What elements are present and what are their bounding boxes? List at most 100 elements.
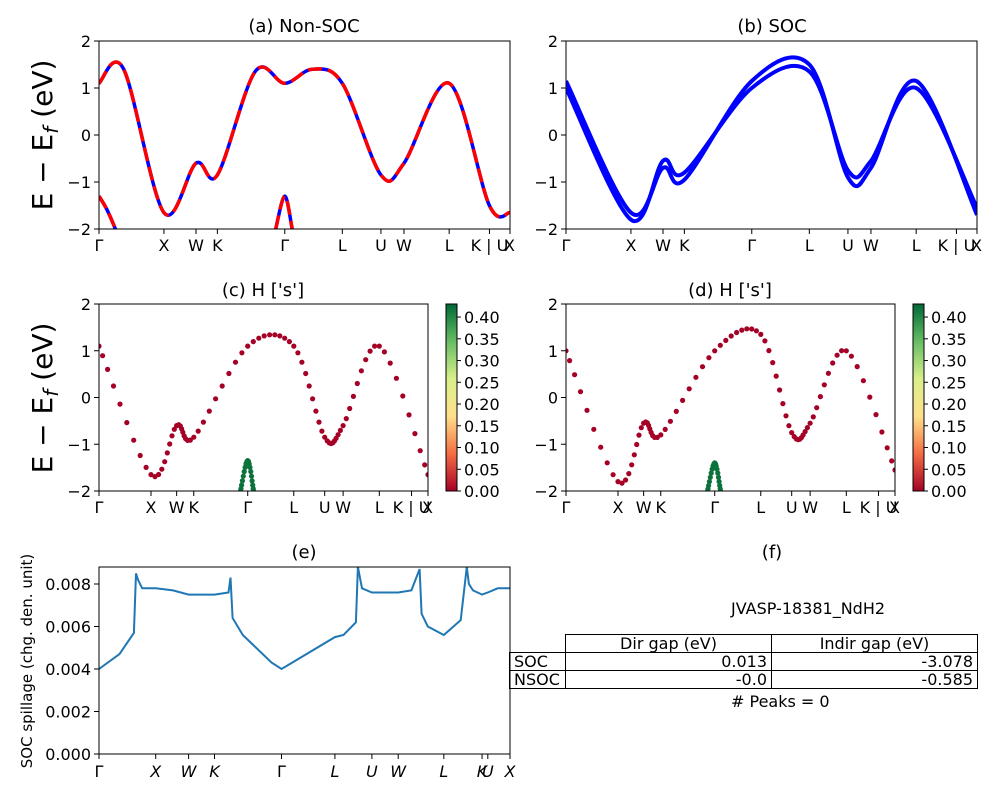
colorbar-c-tick-label: 0.00 bbox=[464, 482, 500, 501]
panel-c-frame bbox=[98, 303, 429, 492]
panel-c-ytick-label: 1 bbox=[81, 342, 91, 361]
panel-c-point bbox=[226, 370, 232, 377]
panel-d-point bbox=[789, 430, 795, 436]
panel-d-point bbox=[867, 394, 873, 400]
panel-d-point bbox=[717, 342, 723, 348]
panel-d-point bbox=[718, 488, 724, 491]
colorbar-c bbox=[445, 303, 458, 492]
panel-d-point bbox=[577, 389, 584, 395]
panel-d-xtick-label: U bbox=[786, 498, 798, 517]
panel-a-xtick-label: Γ bbox=[280, 236, 289, 255]
panel-d-point bbox=[873, 412, 879, 418]
panel-d-point bbox=[854, 364, 860, 370]
panel-c-point bbox=[286, 339, 292, 345]
panel-e-xtick-label: X bbox=[504, 762, 517, 781]
panel-e-xtick-label: Γ bbox=[95, 762, 104, 781]
header-indir-gap: Indir gap (eV) bbox=[771, 634, 978, 653]
panel-d-point bbox=[749, 326, 755, 332]
panel-d-xtick-label: L bbox=[756, 498, 765, 517]
panel-d-point bbox=[777, 387, 783, 393]
panel-d-point bbox=[623, 477, 629, 483]
panel-c-xtick-label: Γ bbox=[95, 498, 104, 517]
panel-d-xtick-label: X bbox=[612, 498, 623, 517]
panel-c-points bbox=[99, 332, 428, 491]
panel-d-point bbox=[626, 471, 632, 477]
panel-c-xtick-label: K bbox=[189, 498, 200, 517]
panel-d-point bbox=[834, 352, 840, 358]
panel-c-point bbox=[100, 353, 106, 359]
panel-a-ytick-label: 1 bbox=[81, 79, 91, 98]
panel-e-xtick-label: Γ bbox=[277, 762, 286, 781]
panel-c-point bbox=[340, 423, 346, 429]
panel-c-point bbox=[143, 464, 149, 470]
spillage-ylabel: SOC spillage (chg. den. unit) bbox=[18, 554, 36, 769]
panel-d-point bbox=[780, 401, 786, 407]
panel-c-point bbox=[310, 396, 316, 402]
panel-c-xtick-label: L bbox=[375, 498, 384, 517]
nsoc-indir-gap: -0.585 bbox=[771, 670, 978, 689]
panel-d-point bbox=[629, 462, 635, 468]
panel-b-ytick-label: 2 bbox=[548, 32, 558, 51]
panel-d-point bbox=[638, 425, 644, 431]
panel-d-point bbox=[604, 460, 610, 466]
panel-c-point bbox=[299, 359, 305, 365]
table-row: SOC 0.013 -3.078 bbox=[509, 652, 978, 671]
panel-d-point bbox=[591, 426, 597, 432]
panel-d-ytick-label: 0 bbox=[548, 389, 558, 408]
panel-d-point bbox=[830, 360, 836, 366]
panel-d-point bbox=[715, 474, 722, 480]
panel-c-point bbox=[337, 427, 343, 433]
panel-d-point bbox=[706, 479, 713, 485]
nonsoc-band-red bbox=[99, 60, 510, 219]
panel-d-point bbox=[631, 452, 637, 458]
panel-d-frame bbox=[565, 303, 896, 492]
panel-c-point bbox=[105, 366, 111, 372]
panel-a-frame bbox=[98, 40, 511, 230]
panel-b-xtick-label: X bbox=[625, 236, 636, 255]
panel-e-xtick-label: X bbox=[149, 762, 162, 781]
panel-a-xtick-label: K | U bbox=[471, 236, 509, 255]
panel-b-xtick-label: W bbox=[863, 236, 879, 255]
panel-c-point bbox=[239, 350, 245, 356]
panel-d-point bbox=[572, 372, 578, 378]
panel-a-xtick-label: W bbox=[188, 236, 204, 255]
panel-b-xtick-label: Γ bbox=[747, 236, 756, 255]
panel-c-ytick-label: 0 bbox=[81, 389, 91, 408]
colorbar-d-tick-label: 0.15 bbox=[931, 417, 967, 436]
panel-b-xtick-label: L bbox=[912, 236, 921, 255]
panel-d-point bbox=[634, 441, 640, 448]
panel-e-title: (e) bbox=[291, 542, 316, 563]
panel-c-point bbox=[367, 348, 373, 354]
panel-c-point bbox=[200, 419, 206, 425]
panel-d-point bbox=[889, 458, 895, 464]
panel-c-point bbox=[319, 428, 325, 434]
panel-d-point bbox=[680, 397, 686, 403]
panel-c-point bbox=[156, 471, 162, 478]
panel-e-xtick-label: K bbox=[209, 762, 221, 781]
panel-c-xtick-label: K | U bbox=[393, 498, 431, 517]
panel-d-point bbox=[615, 479, 621, 485]
panel-d-point bbox=[716, 479, 722, 485]
panel-e-ytick-label: 0.000 bbox=[45, 745, 91, 764]
panel-a-xtick-label: W bbox=[396, 236, 412, 255]
panel-c-ytick-label: −1 bbox=[67, 435, 91, 454]
panel-d-point bbox=[810, 414, 816, 420]
panel-c-xtick-label: W bbox=[169, 498, 185, 517]
panel-d-point bbox=[770, 360, 776, 366]
panel-c-point bbox=[381, 349, 387, 355]
panel-d-point bbox=[773, 373, 779, 379]
panel-c-point bbox=[99, 343, 102, 349]
panel-c-point bbox=[393, 375, 399, 381]
panel-c-point bbox=[117, 401, 123, 407]
panel-e-xtick-label: L bbox=[439, 762, 448, 781]
panel-d-point bbox=[673, 408, 679, 414]
panel-c-point bbox=[187, 437, 193, 443]
nonsoc-band-blue bbox=[99, 60, 510, 219]
panel-b-ytick-label: 0 bbox=[548, 126, 558, 145]
panel-c-point bbox=[261, 333, 267, 339]
panel-d-point bbox=[860, 378, 867, 384]
panel-d-point bbox=[825, 370, 832, 376]
panel-c-point bbox=[335, 432, 341, 438]
panel-d-ytick-label: 1 bbox=[548, 342, 558, 361]
